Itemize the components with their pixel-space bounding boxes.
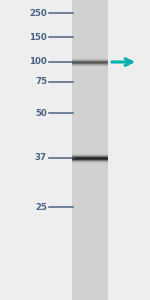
Text: 100: 100 (29, 58, 47, 67)
Text: 75: 75 (35, 77, 47, 86)
Text: 25: 25 (35, 202, 47, 211)
Text: 37: 37 (35, 154, 47, 163)
Text: 50: 50 (35, 109, 47, 118)
Text: 250: 250 (29, 8, 47, 17)
Text: 150: 150 (29, 32, 47, 41)
